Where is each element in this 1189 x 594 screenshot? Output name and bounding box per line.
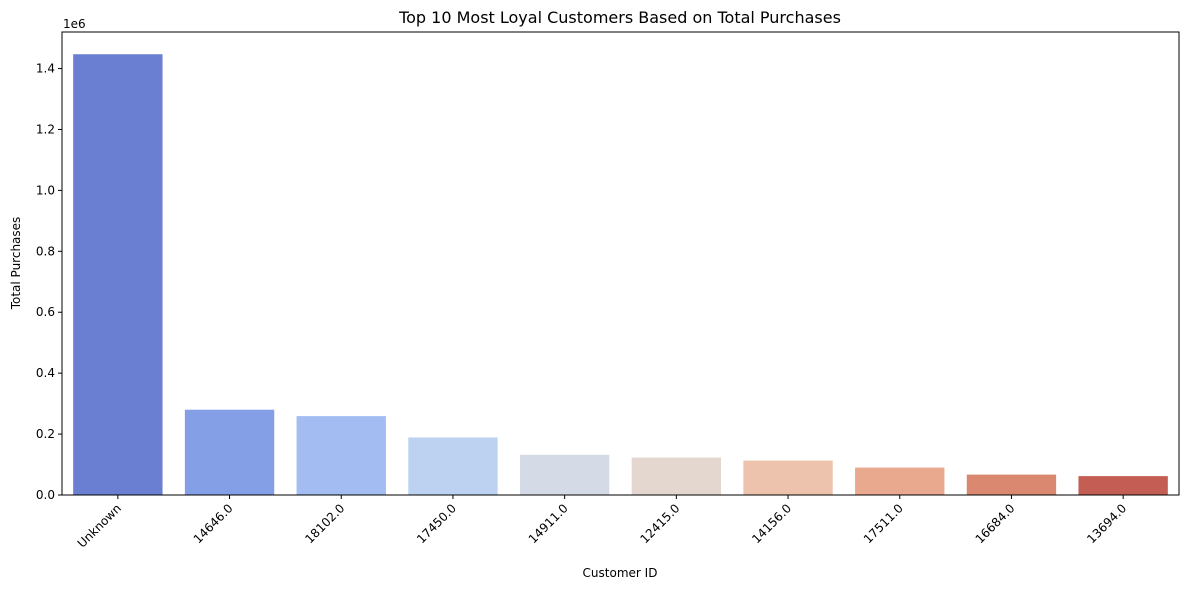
bar bbox=[855, 467, 945, 495]
y-tick-label: 0.0 bbox=[36, 488, 55, 502]
bar bbox=[73, 54, 163, 496]
y-tick-label: 0.4 bbox=[36, 366, 55, 380]
bar-series bbox=[73, 54, 1168, 496]
bar bbox=[296, 416, 386, 495]
bar bbox=[743, 460, 833, 495]
x-tick-label: 17450.0 bbox=[414, 501, 459, 546]
x-tick-label: 18102.0 bbox=[302, 501, 347, 546]
x-tick-label: 14646.0 bbox=[191, 501, 236, 546]
bar bbox=[184, 409, 275, 495]
x-tick-label: 16684.0 bbox=[973, 501, 1018, 546]
x-axis-label: Customer ID bbox=[583, 566, 658, 580]
bar bbox=[519, 454, 610, 495]
x-axis-ticks: Unknown 14646.0 18102.0 17450.0 14911.0 12415… bbox=[75, 495, 1129, 551]
y-axis-ticks: 0.0 0.2 0.4 0.6 0.8 1.0 1.2 1.4 bbox=[36, 62, 62, 502]
y-tick-label: 1.2 bbox=[36, 122, 55, 136]
bar bbox=[408, 437, 498, 495]
y-tick-label: 0.6 bbox=[36, 305, 55, 319]
chart-title: Top 10 Most Loyal Customers Based on Tot… bbox=[398, 8, 841, 27]
y-tick-label: 0.2 bbox=[36, 427, 55, 441]
bar bbox=[1078, 476, 1168, 495]
y-tick-label: 1.0 bbox=[36, 183, 55, 197]
x-tick-label: 17511.0 bbox=[861, 501, 906, 546]
bar bbox=[631, 457, 722, 495]
x-tick-label: 12415.0 bbox=[637, 501, 682, 546]
y-tick-label: 0.8 bbox=[36, 244, 55, 258]
y-tick-label: 1.4 bbox=[36, 62, 55, 76]
y-axis-label: Total Purchases bbox=[9, 217, 23, 311]
plot-frame bbox=[61, 31, 1180, 496]
x-tick-label: 14911.0 bbox=[526, 501, 571, 546]
x-tick-label: Unknown bbox=[75, 501, 124, 550]
x-tick-label: 13694.0 bbox=[1084, 501, 1129, 546]
axis-offset-label: 1e6 bbox=[63, 17, 86, 31]
bar bbox=[966, 474, 1057, 495]
x-tick-label: 14156.0 bbox=[749, 501, 794, 546]
